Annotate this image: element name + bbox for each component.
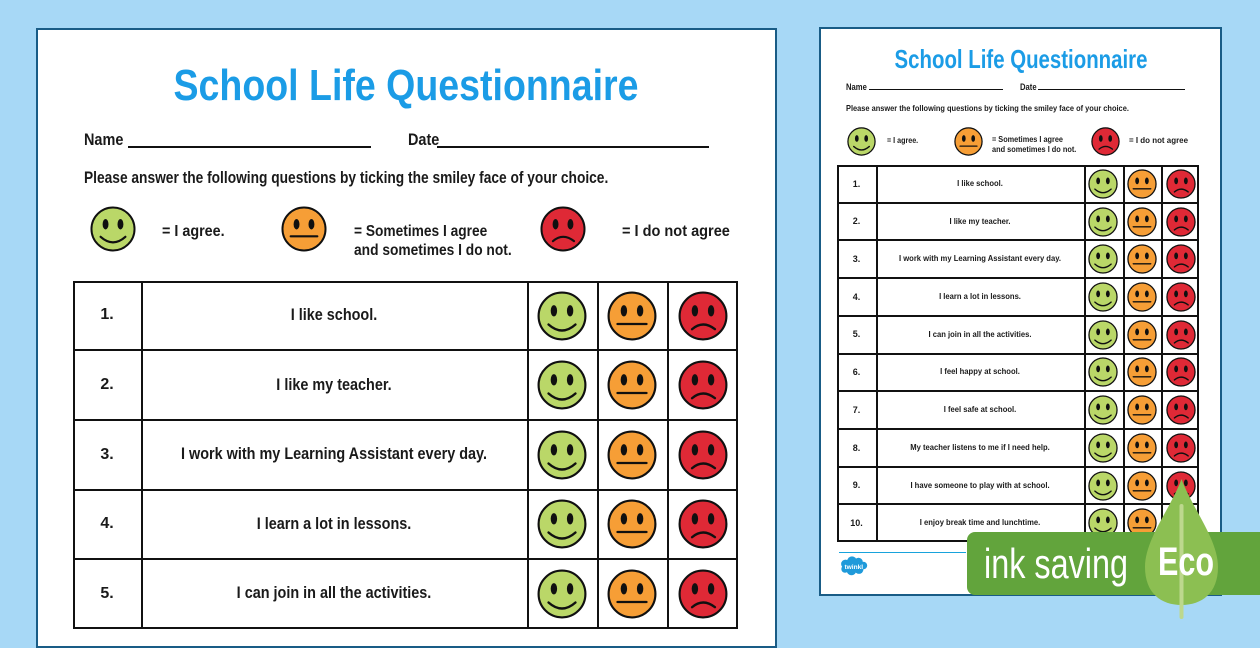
svg-text:twinkl: twinkl [844, 564, 863, 571]
